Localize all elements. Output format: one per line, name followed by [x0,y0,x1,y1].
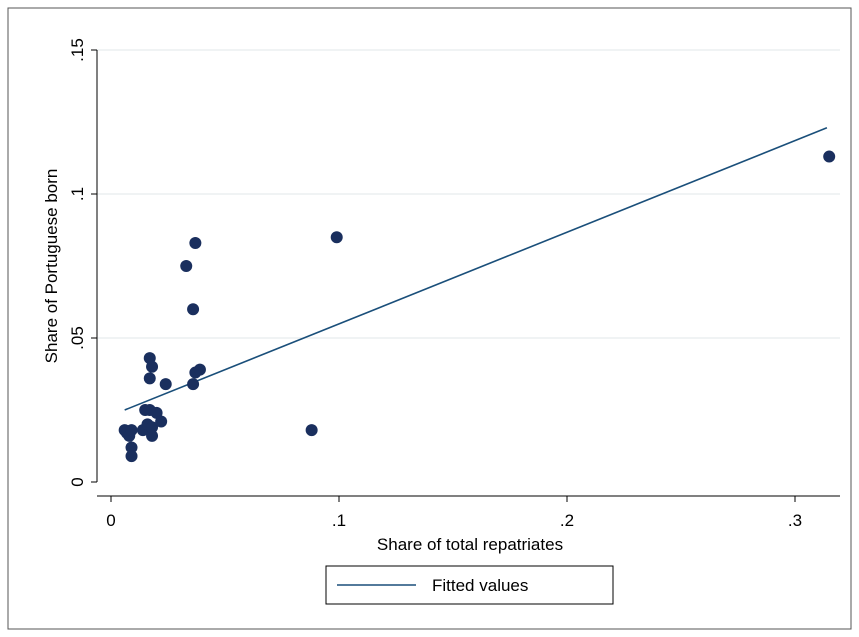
scatter-point [159,378,172,391]
x-axis-ticks: 0 .1 .2 .3 [106,496,802,530]
x-tick-label: 0 [106,511,115,530]
x-tick-label: .2 [560,511,574,530]
scatter-point [146,429,159,442]
y-tick-label: 0 [68,477,87,486]
scatter-point [125,441,138,454]
outer-frame [7,7,852,630]
scatter-point [330,231,343,244]
scatter-point [180,260,193,272]
scatter-point [143,372,156,385]
y-tick-label: .1 [68,187,87,201]
y-axis-title: Share of Portuguese born [42,169,61,364]
scatter-point [187,303,200,316]
y-tick-label: .05 [68,326,87,350]
scatter-point [823,150,836,163]
legend-label-fitted-values: Fitted values [432,576,528,595]
x-axis-title: Share of total repatriates [377,535,563,554]
scatter-point [125,450,138,463]
scatter-point [193,363,206,376]
y-axis-ticks: 0 .05 .1 .15 [68,38,97,487]
scatter-point [146,360,159,373]
scatter-point [155,415,168,428]
legend: Fitted values [325,565,614,605]
x-tick-label: .1 [332,511,346,530]
x-tick-label: .3 [788,511,802,530]
scatter-point [125,424,138,437]
plot-marks [118,127,836,463]
scatter-point [189,236,202,249]
scatter-point [146,421,159,434]
scatter-point [305,424,318,437]
y-tick-label: .15 [68,38,87,62]
gridlines [97,49,840,339]
fitted-values-line [124,127,828,411]
scatter-point [187,378,200,391]
